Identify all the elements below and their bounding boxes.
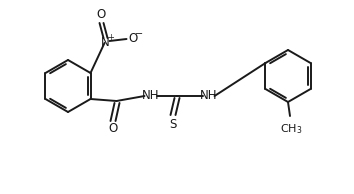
Text: NH: NH <box>142 88 159 101</box>
Text: O: O <box>96 8 105 21</box>
Text: +: + <box>107 33 114 42</box>
Text: $\mathrm{N}$: $\mathrm{N}$ <box>100 36 109 49</box>
Text: −: − <box>136 29 144 39</box>
Text: O: O <box>128 33 137 46</box>
Text: CH$_3$: CH$_3$ <box>280 122 302 136</box>
Text: NH: NH <box>200 88 217 101</box>
Text: O: O <box>108 122 117 135</box>
Text: S: S <box>169 118 176 131</box>
